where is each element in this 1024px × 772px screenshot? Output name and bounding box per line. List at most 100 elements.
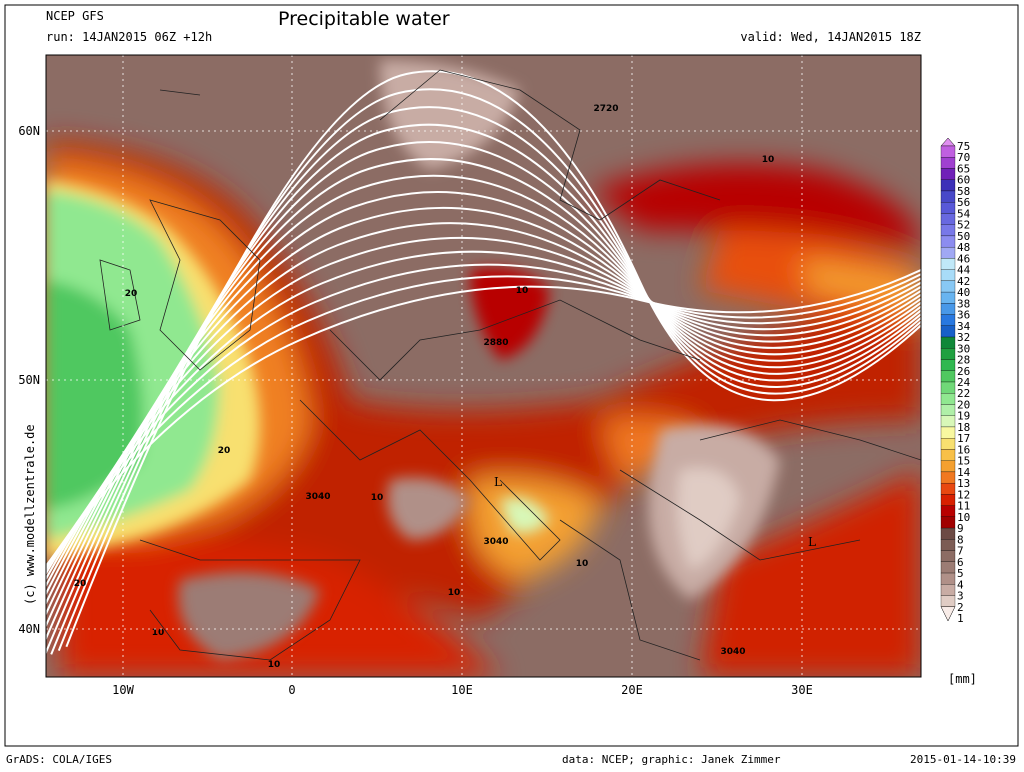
colorbar-label: 15: [957, 455, 970, 468]
colorbar-cell: [940, 213, 956, 225]
colorbar-label: 10: [957, 511, 970, 524]
model-name: NCEP GFS: [46, 9, 104, 23]
colorbar-label: 9: [957, 522, 964, 535]
colorbar-label: 40: [957, 286, 970, 299]
contour-label: 3040: [305, 492, 330, 502]
lon-label: 0: [288, 683, 295, 697]
colorbar-cell: [940, 438, 956, 450]
lon-label: 10W: [112, 683, 134, 697]
colorbar-cell: [940, 516, 956, 529]
contour-label: 10: [268, 660, 281, 670]
colorbar-label: 56: [957, 196, 970, 209]
colorbar-label: 18: [957, 421, 970, 434]
colorbar-cell: [940, 168, 956, 180]
colorbar-label: 11: [957, 500, 970, 513]
colorbar-label: 3: [957, 590, 964, 603]
colorbar-cell: [940, 157, 956, 169]
colorbar-arrow: [940, 606, 956, 622]
colorbar-cell: [940, 179, 956, 192]
colorbar-label: 52: [957, 219, 970, 232]
colorbar-cell: [940, 584, 956, 596]
colorbar-cell: [940, 482, 956, 495]
contour-label: 3040: [720, 647, 745, 657]
colorbar-cell: [940, 303, 956, 315]
colorbar-cell: [940, 359, 956, 371]
colorbar-arrow: [940, 137, 956, 147]
colorbar-label: 75: [957, 140, 970, 153]
colorbar-cell: [940, 370, 956, 383]
colorbar-label: 38: [957, 297, 970, 310]
title: Precipitable water: [278, 8, 450, 30]
colorbar-cell: [940, 539, 956, 551]
colorbar-cell: [940, 505, 956, 518]
colorbar-cell: [940, 224, 956, 237]
colorbar-cell: [940, 561, 956, 574]
contour-label: 10: [516, 286, 529, 296]
contour-label: 20: [125, 289, 138, 299]
colorbar-cell: [940, 449, 956, 461]
colorbar-label: 5: [957, 567, 964, 580]
colorbar-label: 7: [957, 545, 964, 558]
colorbar-cell: [940, 415, 956, 428]
colorbar-cell: [940, 527, 956, 540]
colorbar-label: 28: [957, 354, 970, 367]
colorbar-label: 32: [957, 331, 970, 344]
colorbar-cell: [940, 258, 956, 270]
colorbar-cell: [940, 145, 956, 158]
contour-label: 10: [762, 155, 775, 165]
colorbar-label: 4: [957, 578, 964, 591]
colorbar-cell: [940, 190, 956, 203]
colorbar-label: 14: [957, 466, 971, 479]
colorbar: 7570656058565452504846444240383634323028…: [940, 137, 971, 625]
footer-center: data: NCEP; graphic: Janek Zimmer: [562, 753, 781, 766]
map: 2720 10 20 10 2880 20 3040 10 L 3040 10 …: [46, 55, 921, 677]
colorbar-label: 48: [957, 241, 970, 254]
valid-info: valid: Wed, 14JAN2015 18Z: [740, 30, 921, 44]
contour-label: 10: [371, 493, 384, 503]
colorbar-cell: [940, 572, 956, 585]
contour-label: 20: [218, 446, 231, 456]
colorbar-cell: [940, 246, 956, 259]
colorbar-label: 20: [957, 398, 970, 411]
colorbar-label: 13: [957, 477, 970, 490]
colorbar-label: 58: [957, 185, 970, 198]
footer-left: GrADS: COLA/IGES: [6, 753, 112, 766]
colorbar-label: 65: [957, 162, 970, 175]
colorbar-cell: [940, 269, 956, 282]
colorbar-label: 26: [957, 365, 970, 378]
contour-label: 10: [152, 628, 165, 638]
watermark: (c) www.modellzentrale.de: [23, 424, 37, 605]
low-marker: L: [808, 535, 816, 549]
contour-label: 20: [74, 579, 87, 589]
colorbar-label: 2: [957, 601, 964, 614]
colorbar-cell: [940, 325, 956, 338]
contour-label: 3040: [483, 537, 508, 547]
colorbar-cell: [940, 550, 956, 562]
contour-label: 2880: [483, 338, 508, 348]
low-marker: L: [494, 475, 502, 489]
contour-label: 10: [448, 588, 461, 598]
colorbar-label: 17: [957, 432, 970, 445]
colorbar-label: 36: [957, 309, 970, 322]
colorbar-cell: [940, 291, 956, 304]
colorbar-label: 44: [957, 264, 971, 277]
colorbar-label: 30: [957, 342, 970, 355]
colorbar-cell: [940, 314, 956, 326]
lat-label: 50N: [18, 373, 40, 387]
contour-label: 2720: [593, 104, 618, 114]
colorbar-label: 46: [957, 252, 970, 265]
colorbar-label: 24: [957, 376, 971, 389]
colorbar-label: 8: [957, 533, 964, 546]
contour-line: [65, 70, 921, 648]
colorbar-cell: [940, 494, 956, 506]
colorbar-cell: [940, 426, 956, 439]
colorbar-label: 60: [957, 174, 970, 187]
colorbar-label: 19: [957, 410, 970, 423]
lat-label: 40N: [18, 622, 40, 636]
colorbar-cell: [940, 595, 956, 607]
map-border: [45, 54, 922, 678]
colorbar-cell: [940, 393, 956, 405]
colorbar-label: 16: [957, 443, 970, 456]
